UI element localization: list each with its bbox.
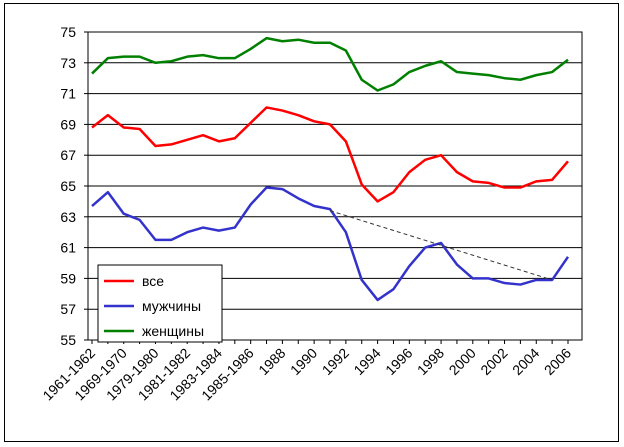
y-tick-label: 55 bbox=[60, 332, 76, 348]
y-tick-label: 75 bbox=[60, 24, 76, 40]
y-tick-label: 65 bbox=[60, 178, 76, 194]
y-tick-label: 59 bbox=[60, 270, 76, 286]
y-tick-label: 57 bbox=[60, 301, 76, 317]
series-line bbox=[91, 186, 570, 302]
legend-label: все bbox=[142, 273, 164, 289]
y-tick-label: 61 bbox=[60, 240, 76, 256]
legend-label: мужчины bbox=[142, 298, 201, 314]
series-line bbox=[91, 36, 569, 92]
legend-label: женщины bbox=[142, 323, 204, 339]
y-tick-label: 63 bbox=[60, 209, 76, 225]
trend-line bbox=[329, 210, 553, 281]
y-tick-label: 73 bbox=[60, 55, 76, 71]
y-tick-label: 69 bbox=[60, 116, 76, 132]
series-line bbox=[91, 106, 569, 203]
legend bbox=[97, 264, 223, 343]
y-tick-label: 67 bbox=[60, 147, 76, 163]
y-tick-label: 71 bbox=[60, 86, 76, 102]
